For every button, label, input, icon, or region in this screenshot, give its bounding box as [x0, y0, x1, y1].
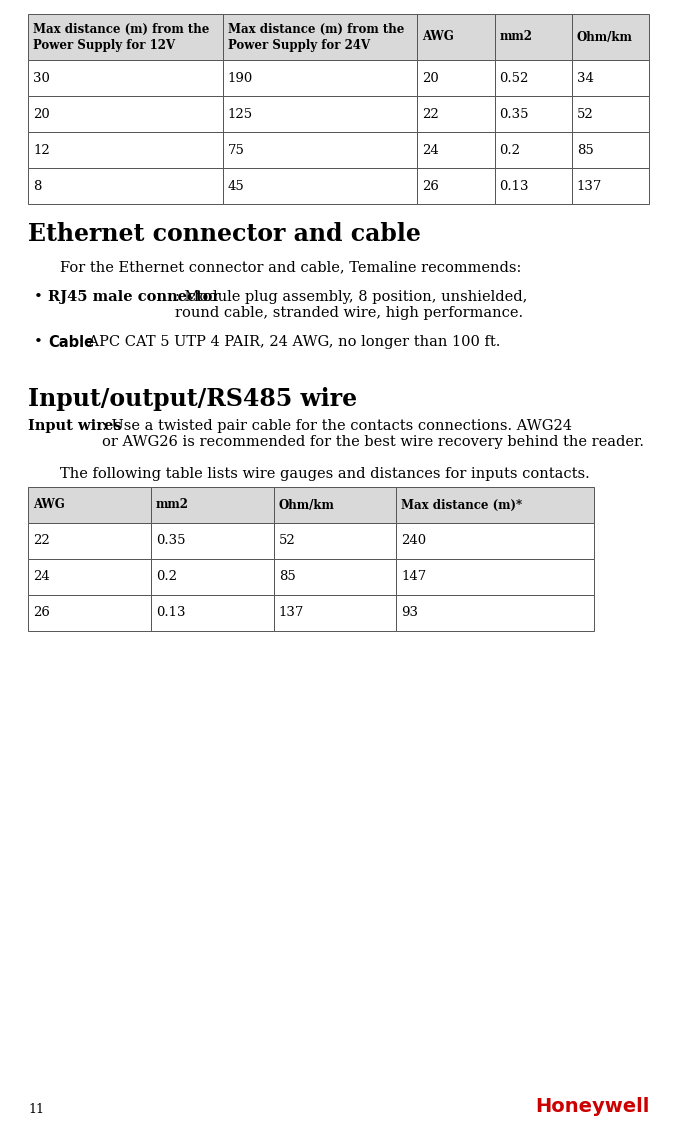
- Text: 0.35: 0.35: [156, 534, 185, 548]
- Bar: [571, 132, 649, 168]
- Text: 147: 147: [401, 571, 427, 583]
- Text: 125: 125: [227, 108, 253, 120]
- Text: Ethernet connector and cable: Ethernet connector and cable: [28, 222, 421, 246]
- Text: •: •: [34, 335, 43, 349]
- Text: 75: 75: [227, 144, 244, 156]
- Text: mm2: mm2: [500, 31, 533, 43]
- Text: mm2: mm2: [156, 498, 189, 512]
- Bar: [28, 14, 223, 60]
- Bar: [151, 523, 274, 559]
- Text: 24: 24: [33, 571, 49, 583]
- Bar: [397, 523, 594, 559]
- Text: 45: 45: [227, 180, 244, 192]
- Text: 24: 24: [422, 144, 439, 156]
- Bar: [151, 559, 274, 595]
- Text: 11: 11: [28, 1103, 44, 1116]
- Bar: [494, 96, 571, 132]
- Bar: [28, 559, 151, 595]
- Text: •: •: [34, 290, 43, 305]
- Text: 8: 8: [33, 180, 41, 192]
- Bar: [28, 487, 151, 523]
- Text: 30: 30: [33, 71, 50, 85]
- Bar: [418, 60, 494, 96]
- Bar: [571, 60, 649, 96]
- Text: RJ45 male connector: RJ45 male connector: [48, 290, 220, 305]
- Text: 0.52: 0.52: [500, 71, 529, 85]
- Bar: [28, 60, 223, 96]
- Text: Max distance (m) from the
Power Supply for 12V: Max distance (m) from the Power Supply f…: [33, 23, 209, 51]
- Text: Ohm/km: Ohm/km: [279, 498, 334, 512]
- Text: 22: 22: [422, 108, 439, 120]
- Bar: [274, 487, 397, 523]
- Text: Max distance (m)*: Max distance (m)*: [401, 498, 523, 512]
- Text: 0.2: 0.2: [156, 571, 177, 583]
- Text: Ohm/km: Ohm/km: [577, 31, 632, 43]
- Text: 20: 20: [422, 71, 439, 85]
- Bar: [571, 96, 649, 132]
- Text: 34: 34: [577, 71, 594, 85]
- Bar: [28, 96, 223, 132]
- Text: Input wires: Input wires: [28, 419, 122, 434]
- Bar: [494, 168, 571, 204]
- Bar: [418, 168, 494, 204]
- Text: : Use a twisted pair cable for the contacts connections. AWG24
or AWG26 is recom: : Use a twisted pair cable for the conta…: [102, 419, 644, 449]
- Bar: [418, 96, 494, 132]
- Bar: [223, 96, 418, 132]
- Bar: [418, 132, 494, 168]
- Text: 0.35: 0.35: [500, 108, 529, 120]
- Text: 12: 12: [33, 144, 49, 156]
- Text: Honeywell: Honeywell: [536, 1097, 650, 1116]
- Text: The following table lists wire gauges and distances for inputs contacts.: The following table lists wire gauges an…: [60, 468, 590, 481]
- Bar: [274, 595, 397, 631]
- Bar: [223, 60, 418, 96]
- Text: 22: 22: [33, 534, 49, 548]
- Bar: [223, 14, 418, 60]
- Text: AWG: AWG: [422, 31, 454, 43]
- Text: 85: 85: [279, 571, 295, 583]
- Text: 190: 190: [227, 71, 253, 85]
- Bar: [28, 523, 151, 559]
- Bar: [397, 559, 594, 595]
- Bar: [397, 595, 594, 631]
- Text: 20: 20: [33, 108, 49, 120]
- Text: 0.13: 0.13: [156, 607, 185, 619]
- Bar: [28, 168, 223, 204]
- Bar: [223, 168, 418, 204]
- Bar: [28, 132, 223, 168]
- Text: Max distance (m) from the
Power Supply for 24V: Max distance (m) from the Power Supply f…: [227, 23, 404, 51]
- Text: 85: 85: [577, 144, 593, 156]
- Text: 93: 93: [401, 607, 418, 619]
- Text: 240: 240: [401, 534, 427, 548]
- Bar: [494, 14, 571, 60]
- Text: Input/output/RS485 wire: Input/output/RS485 wire: [28, 387, 357, 411]
- Bar: [274, 523, 397, 559]
- Bar: [151, 595, 274, 631]
- Bar: [571, 14, 649, 60]
- Bar: [494, 60, 571, 96]
- Bar: [418, 14, 494, 60]
- Bar: [571, 168, 649, 204]
- Bar: [151, 487, 274, 523]
- Text: 52: 52: [577, 108, 593, 120]
- Text: : Module plug assembly, 8 position, unshielded,
round cable, stranded wire, high: : Module plug assembly, 8 position, unsh…: [175, 290, 527, 320]
- Text: 137: 137: [279, 607, 304, 619]
- Text: 0.2: 0.2: [500, 144, 521, 156]
- Text: For the Ethernet connector and cable, Temaline recommends:: For the Ethernet connector and cable, Te…: [60, 260, 521, 274]
- Bar: [223, 132, 418, 168]
- Text: 26: 26: [422, 180, 439, 192]
- Bar: [494, 132, 571, 168]
- Bar: [397, 487, 594, 523]
- Text: AWG: AWG: [33, 498, 65, 512]
- Text: 26: 26: [33, 607, 50, 619]
- Text: 52: 52: [279, 534, 295, 548]
- Bar: [274, 559, 397, 595]
- Text: Cable: Cable: [48, 335, 94, 350]
- Text: : APC CAT 5 UTP 4 PAIR, 24 AWG, no longer than 100 ft.: : APC CAT 5 UTP 4 PAIR, 24 AWG, no longe…: [79, 335, 500, 349]
- Text: 0.13: 0.13: [500, 180, 529, 192]
- Bar: [28, 595, 151, 631]
- Text: 137: 137: [577, 180, 602, 192]
